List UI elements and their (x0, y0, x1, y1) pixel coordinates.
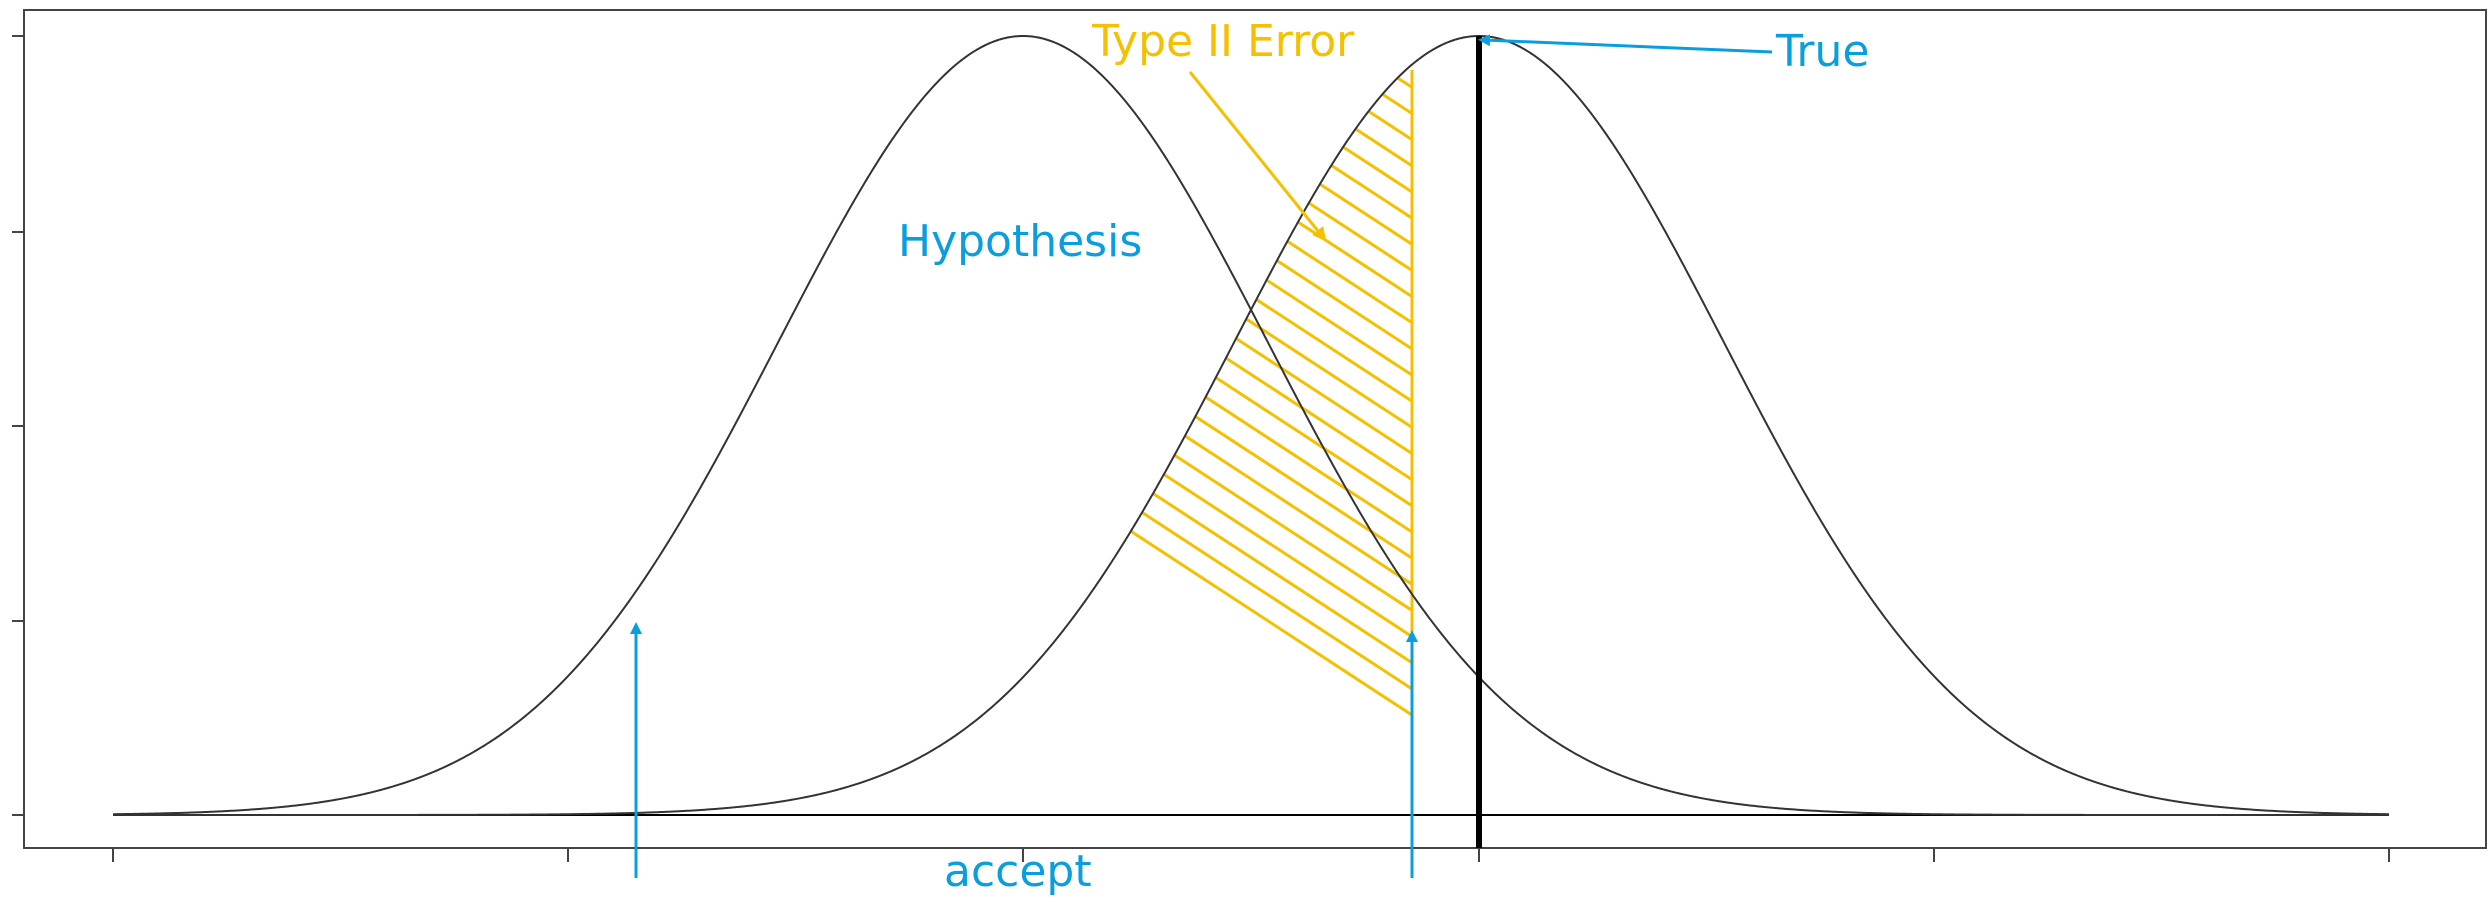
hatch-line (636, 64, 1412, 840)
true-label: True (1775, 26, 1869, 77)
hatch-line (636, 64, 1412, 840)
hatch-line (1900, 0, 2489, 838)
hatch-line (1099, 64, 1412, 840)
accept-label: accept (944, 846, 1092, 897)
hatch-line (1460, 0, 2489, 838)
true-curve (113, 34, 2390, 816)
hatch-line (1059, 64, 1412, 840)
hatch-line (1780, 0, 2489, 838)
hatch-line (1740, 0, 2489, 838)
type-ii-error-label: Type II Error (1091, 16, 1355, 67)
hatch-line (1540, 0, 2489, 838)
plot-frame (23, 9, 2487, 849)
hatch-line (636, 64, 1412, 840)
hatch-line (636, 64, 1412, 840)
hatch-line (979, 64, 1412, 840)
hatch-line (939, 64, 1412, 840)
hatch-line (1139, 64, 1412, 840)
hatch-line (636, 64, 1412, 840)
type-ii-error-hatch (636, 0, 2489, 840)
hatch-line (1379, 64, 1412, 840)
hatch-line (1179, 64, 1412, 840)
hatch-line (636, 64, 1412, 840)
hatch-line (779, 64, 1412, 840)
hypothesis-label: Hypothesis (898, 216, 1142, 267)
y-axis-ticks (12, 35, 24, 816)
hatch-line (1500, 0, 2489, 838)
hatch-line (1339, 64, 1412, 840)
hatch-line (1660, 0, 2489, 838)
hatch-line (1259, 64, 1412, 840)
hatch-line (1700, 0, 2489, 838)
hatch-line (819, 64, 1412, 840)
hatch-line (1420, 0, 2489, 838)
x-axis-ticks (112, 848, 2390, 862)
hatch-line (636, 64, 1412, 840)
hatch-line (1580, 0, 2489, 838)
hatch-line (1820, 0, 2489, 838)
hatch-line (699, 64, 1412, 840)
hatch-line (636, 64, 1412, 840)
hatch-line (859, 64, 1412, 840)
true-pointer-arrow (1478, 34, 1773, 54)
hatch-line (1860, 0, 2489, 838)
hatch-line (1620, 0, 2489, 838)
type-ii-error-pointer-arrow (1188, 71, 1327, 242)
hatch-line (1019, 64, 1412, 840)
hatch-line (899, 64, 1412, 840)
hatch-line (636, 64, 1412, 840)
